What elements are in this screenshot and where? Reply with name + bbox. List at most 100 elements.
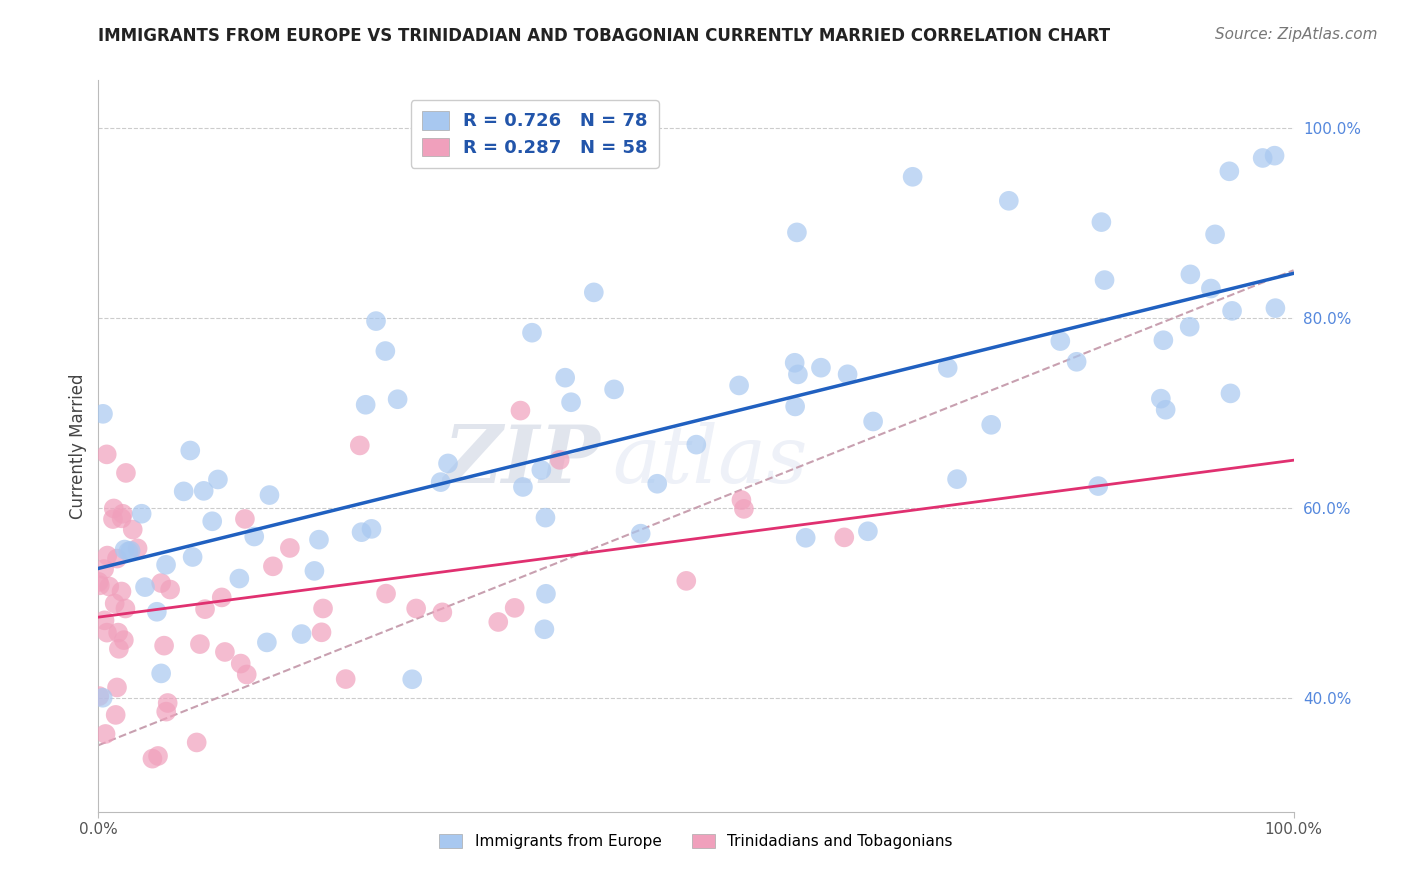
Point bbox=[304, 564, 326, 578]
Point bbox=[1251, 151, 1274, 165]
Point bbox=[1220, 304, 1243, 318]
Point bbox=[308, 533, 330, 547]
Point bbox=[1090, 215, 1112, 229]
Point bbox=[146, 748, 169, 763]
Point bbox=[93, 562, 115, 576]
Point bbox=[733, 501, 755, 516]
Point bbox=[401, 673, 423, 687]
Point bbox=[901, 169, 924, 184]
Point bbox=[94, 727, 117, 741]
Point bbox=[112, 633, 135, 648]
Point bbox=[405, 601, 427, 615]
Point bbox=[1219, 386, 1241, 401]
Point bbox=[91, 407, 114, 421]
Point bbox=[131, 507, 153, 521]
Text: ZIP: ZIP bbox=[443, 422, 600, 500]
Point bbox=[810, 360, 832, 375]
Point bbox=[108, 641, 131, 656]
Point bbox=[533, 622, 555, 636]
Point bbox=[685, 437, 707, 451]
Point bbox=[235, 667, 257, 681]
Point bbox=[512, 480, 534, 494]
Point bbox=[1204, 227, 1226, 242]
Point bbox=[354, 398, 377, 412]
Point bbox=[560, 395, 582, 409]
Text: atlas: atlas bbox=[613, 422, 807, 500]
Point bbox=[375, 587, 398, 601]
Point bbox=[1264, 301, 1286, 315]
Point bbox=[134, 580, 156, 594]
Point bbox=[645, 476, 668, 491]
Point bbox=[429, 475, 451, 489]
Point bbox=[675, 574, 697, 588]
Point bbox=[582, 285, 605, 300]
Point bbox=[432, 605, 454, 619]
Point bbox=[207, 473, 229, 487]
Point bbox=[312, 601, 335, 615]
Point bbox=[159, 582, 181, 597]
Point bbox=[603, 383, 626, 397]
Point bbox=[155, 558, 177, 572]
Point bbox=[311, 625, 333, 640]
Point bbox=[115, 466, 138, 480]
Point bbox=[503, 600, 526, 615]
Point bbox=[111, 511, 134, 525]
Point bbox=[104, 707, 127, 722]
Point bbox=[127, 541, 149, 556]
Point bbox=[89, 689, 111, 703]
Point bbox=[188, 637, 211, 651]
Point bbox=[105, 681, 128, 695]
Point bbox=[153, 639, 176, 653]
Point bbox=[91, 690, 114, 705]
Point bbox=[936, 360, 959, 375]
Point bbox=[278, 541, 301, 555]
Point bbox=[87, 574, 110, 589]
Point bbox=[387, 392, 409, 407]
Point bbox=[228, 572, 250, 586]
Point bbox=[96, 549, 118, 563]
Point bbox=[103, 501, 125, 516]
Point bbox=[98, 580, 121, 594]
Point bbox=[1150, 392, 1173, 406]
Point bbox=[107, 625, 129, 640]
Point bbox=[101, 512, 124, 526]
Point bbox=[1066, 355, 1088, 369]
Point bbox=[229, 657, 252, 671]
Y-axis label: Currently Married: Currently Married bbox=[69, 373, 87, 519]
Point bbox=[233, 512, 256, 526]
Point bbox=[1087, 479, 1109, 493]
Text: Source: ZipAtlas.com: Source: ZipAtlas.com bbox=[1215, 27, 1378, 42]
Point bbox=[96, 447, 118, 461]
Text: IMMIGRANTS FROM EUROPE VS TRINIDADIAN AND TOBAGONIAN CURRENTLY MARRIED CORRELATI: IMMIGRANTS FROM EUROPE VS TRINIDADIAN AN… bbox=[98, 27, 1111, 45]
Point bbox=[114, 542, 136, 557]
Point bbox=[785, 400, 807, 414]
Point bbox=[437, 457, 460, 471]
Point bbox=[211, 591, 233, 605]
Point bbox=[256, 635, 278, 649]
Point bbox=[105, 551, 128, 566]
Point bbox=[350, 525, 373, 540]
Point bbox=[141, 752, 163, 766]
Point bbox=[290, 627, 312, 641]
Point bbox=[534, 510, 557, 524]
Point bbox=[150, 576, 173, 591]
Point bbox=[111, 507, 134, 521]
Point bbox=[554, 370, 576, 384]
Point bbox=[335, 672, 357, 686]
Point bbox=[349, 438, 371, 452]
Point bbox=[548, 453, 571, 467]
Point bbox=[1180, 268, 1202, 282]
Point bbox=[1154, 402, 1177, 417]
Point bbox=[1218, 164, 1240, 178]
Point bbox=[509, 403, 531, 417]
Point bbox=[980, 417, 1002, 432]
Point bbox=[156, 696, 179, 710]
Point bbox=[262, 559, 284, 574]
Point bbox=[998, 194, 1021, 208]
Point bbox=[89, 578, 111, 592]
Point bbox=[155, 705, 177, 719]
Point bbox=[181, 549, 204, 564]
Point bbox=[259, 488, 281, 502]
Point bbox=[179, 443, 201, 458]
Point bbox=[783, 356, 806, 370]
